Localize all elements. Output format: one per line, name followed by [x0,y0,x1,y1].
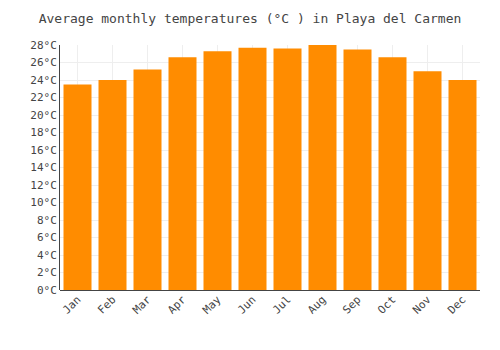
svg-text:4°C: 4°C [37,249,57,262]
svg-text:Average monthly temperatures (: Average monthly temperatures (°C ) in Pl… [39,11,462,26]
svg-text:Aug: Aug [305,293,328,316]
svg-text:Sep: Sep [340,293,363,316]
svg-text:28°C: 28°C [30,39,57,52]
svg-text:Oct: Oct [375,293,398,316]
svg-text:Jan: Jan [60,293,83,316]
svg-text:Feb: Feb [95,293,118,316]
svg-text:Jul: Jul [270,293,293,316]
svg-text:22°C: 22°C [30,91,57,104]
svg-text:Nov: Nov [410,293,434,317]
svg-text:2°C: 2°C [37,266,57,279]
svg-text:0°C: 0°C [37,284,57,297]
svg-text:16°C: 16°C [30,144,57,157]
svg-text:Dec: Dec [445,293,468,316]
svg-text:10°C: 10°C [30,196,57,209]
svg-text:May: May [200,293,224,317]
svg-text:Mar: Mar [130,293,154,317]
svg-text:20°C: 20°C [30,109,57,122]
svg-text:12°C: 12°C [30,179,57,192]
svg-text:18°C: 18°C [30,126,57,139]
svg-text:24°C: 24°C [30,74,57,87]
svg-text:Apr: Apr [165,293,189,317]
svg-text:26°C: 26°C [30,56,57,69]
svg-text:Jun: Jun [235,293,258,316]
svg-text:14°C: 14°C [30,161,57,174]
svg-text:8°C: 8°C [37,214,57,227]
svg-text:6°C: 6°C [37,231,57,244]
